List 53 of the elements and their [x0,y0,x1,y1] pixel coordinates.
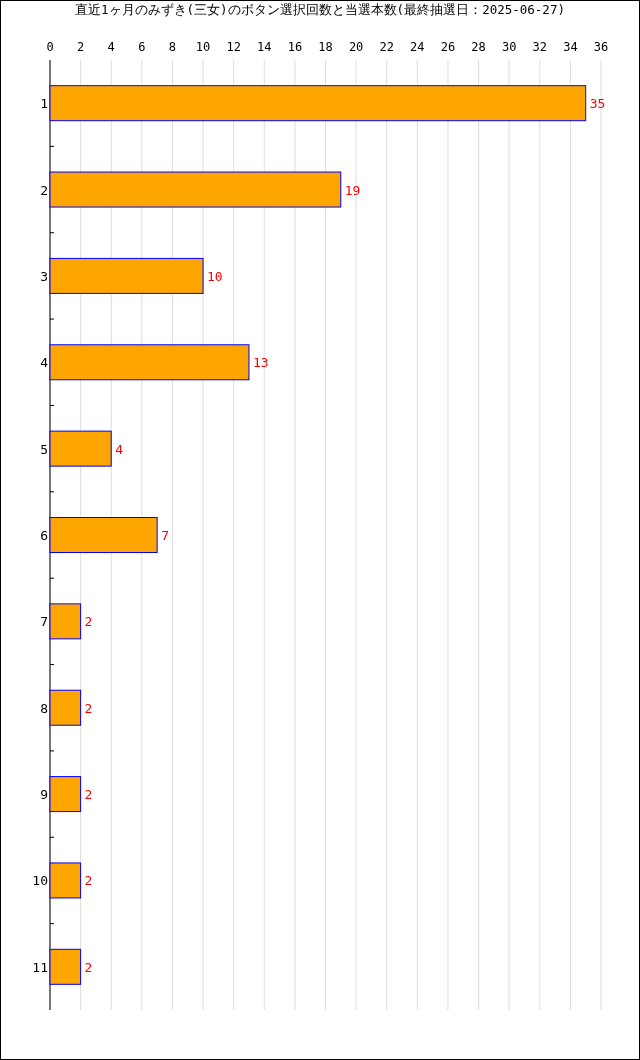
bar [49,862,82,899]
bar [49,85,587,122]
y-tick-label: 9 [40,787,48,803]
data-label: 2 [84,614,93,630]
x-tick-label: 36 [593,40,609,54]
x-tick-label: 8 [168,40,177,54]
bar [49,603,82,640]
x-tick-label: 16 [287,40,303,54]
y-tick-label: 11 [32,959,48,975]
y-tick-label: 8 [40,700,48,716]
data-label: 2 [84,700,93,716]
data-label: 35 [589,96,606,112]
bar [49,776,82,813]
data-label: 4 [115,441,124,457]
x-tick-label: 12 [226,40,241,54]
x-tick-label: 14 [257,40,272,54]
x-tick-label: 22 [379,40,394,54]
data-label: 7 [161,528,169,543]
x-tick-label: 6 [138,40,146,54]
y-tick-label: 10 [32,873,48,889]
x-tick-label: 28 [471,40,486,54]
x-tick-label: 20 [348,40,364,54]
x-tick-label: 32 [532,40,547,54]
x-tick-label: 4 [107,40,115,54]
bar [49,517,158,553]
y-tick-label: 3 [40,268,48,284]
x-tick-label: 18 [318,40,333,54]
x-tick-label: 26 [440,40,456,54]
bar [49,344,250,381]
y-tick-label: 6 [40,528,48,543]
y-tick-label: 2 [40,182,48,198]
bar [49,689,82,726]
data-label: 2 [84,873,93,889]
x-tick-label: 30 [501,40,517,54]
data-label: 19 [344,182,361,198]
x-tick-label: 24 [410,40,425,54]
x-tick-label: 10 [195,40,211,54]
x-tick-label: 34 [563,40,578,54]
data-label: 13 [252,355,269,371]
x-tick-label: 0 [46,40,54,54]
bar [49,171,342,208]
y-tick-label: 5 [40,441,48,457]
data-label: 10 [207,268,223,284]
y-tick-label: 7 [40,614,48,630]
y-tick-label: 4 [40,355,49,371]
chart-title: 直近1ヶ月のみずき(三女)のボタン選択回数と当選本数(最終抽選日：2025-06-27) [75,2,565,17]
data-label: 2 [84,959,93,975]
x-tick-label: 2 [76,40,85,54]
bar [49,257,204,294]
bar [49,948,82,985]
data-label: 2 [84,787,93,803]
bar [49,430,112,467]
y-tick-label: 1 [40,96,48,112]
